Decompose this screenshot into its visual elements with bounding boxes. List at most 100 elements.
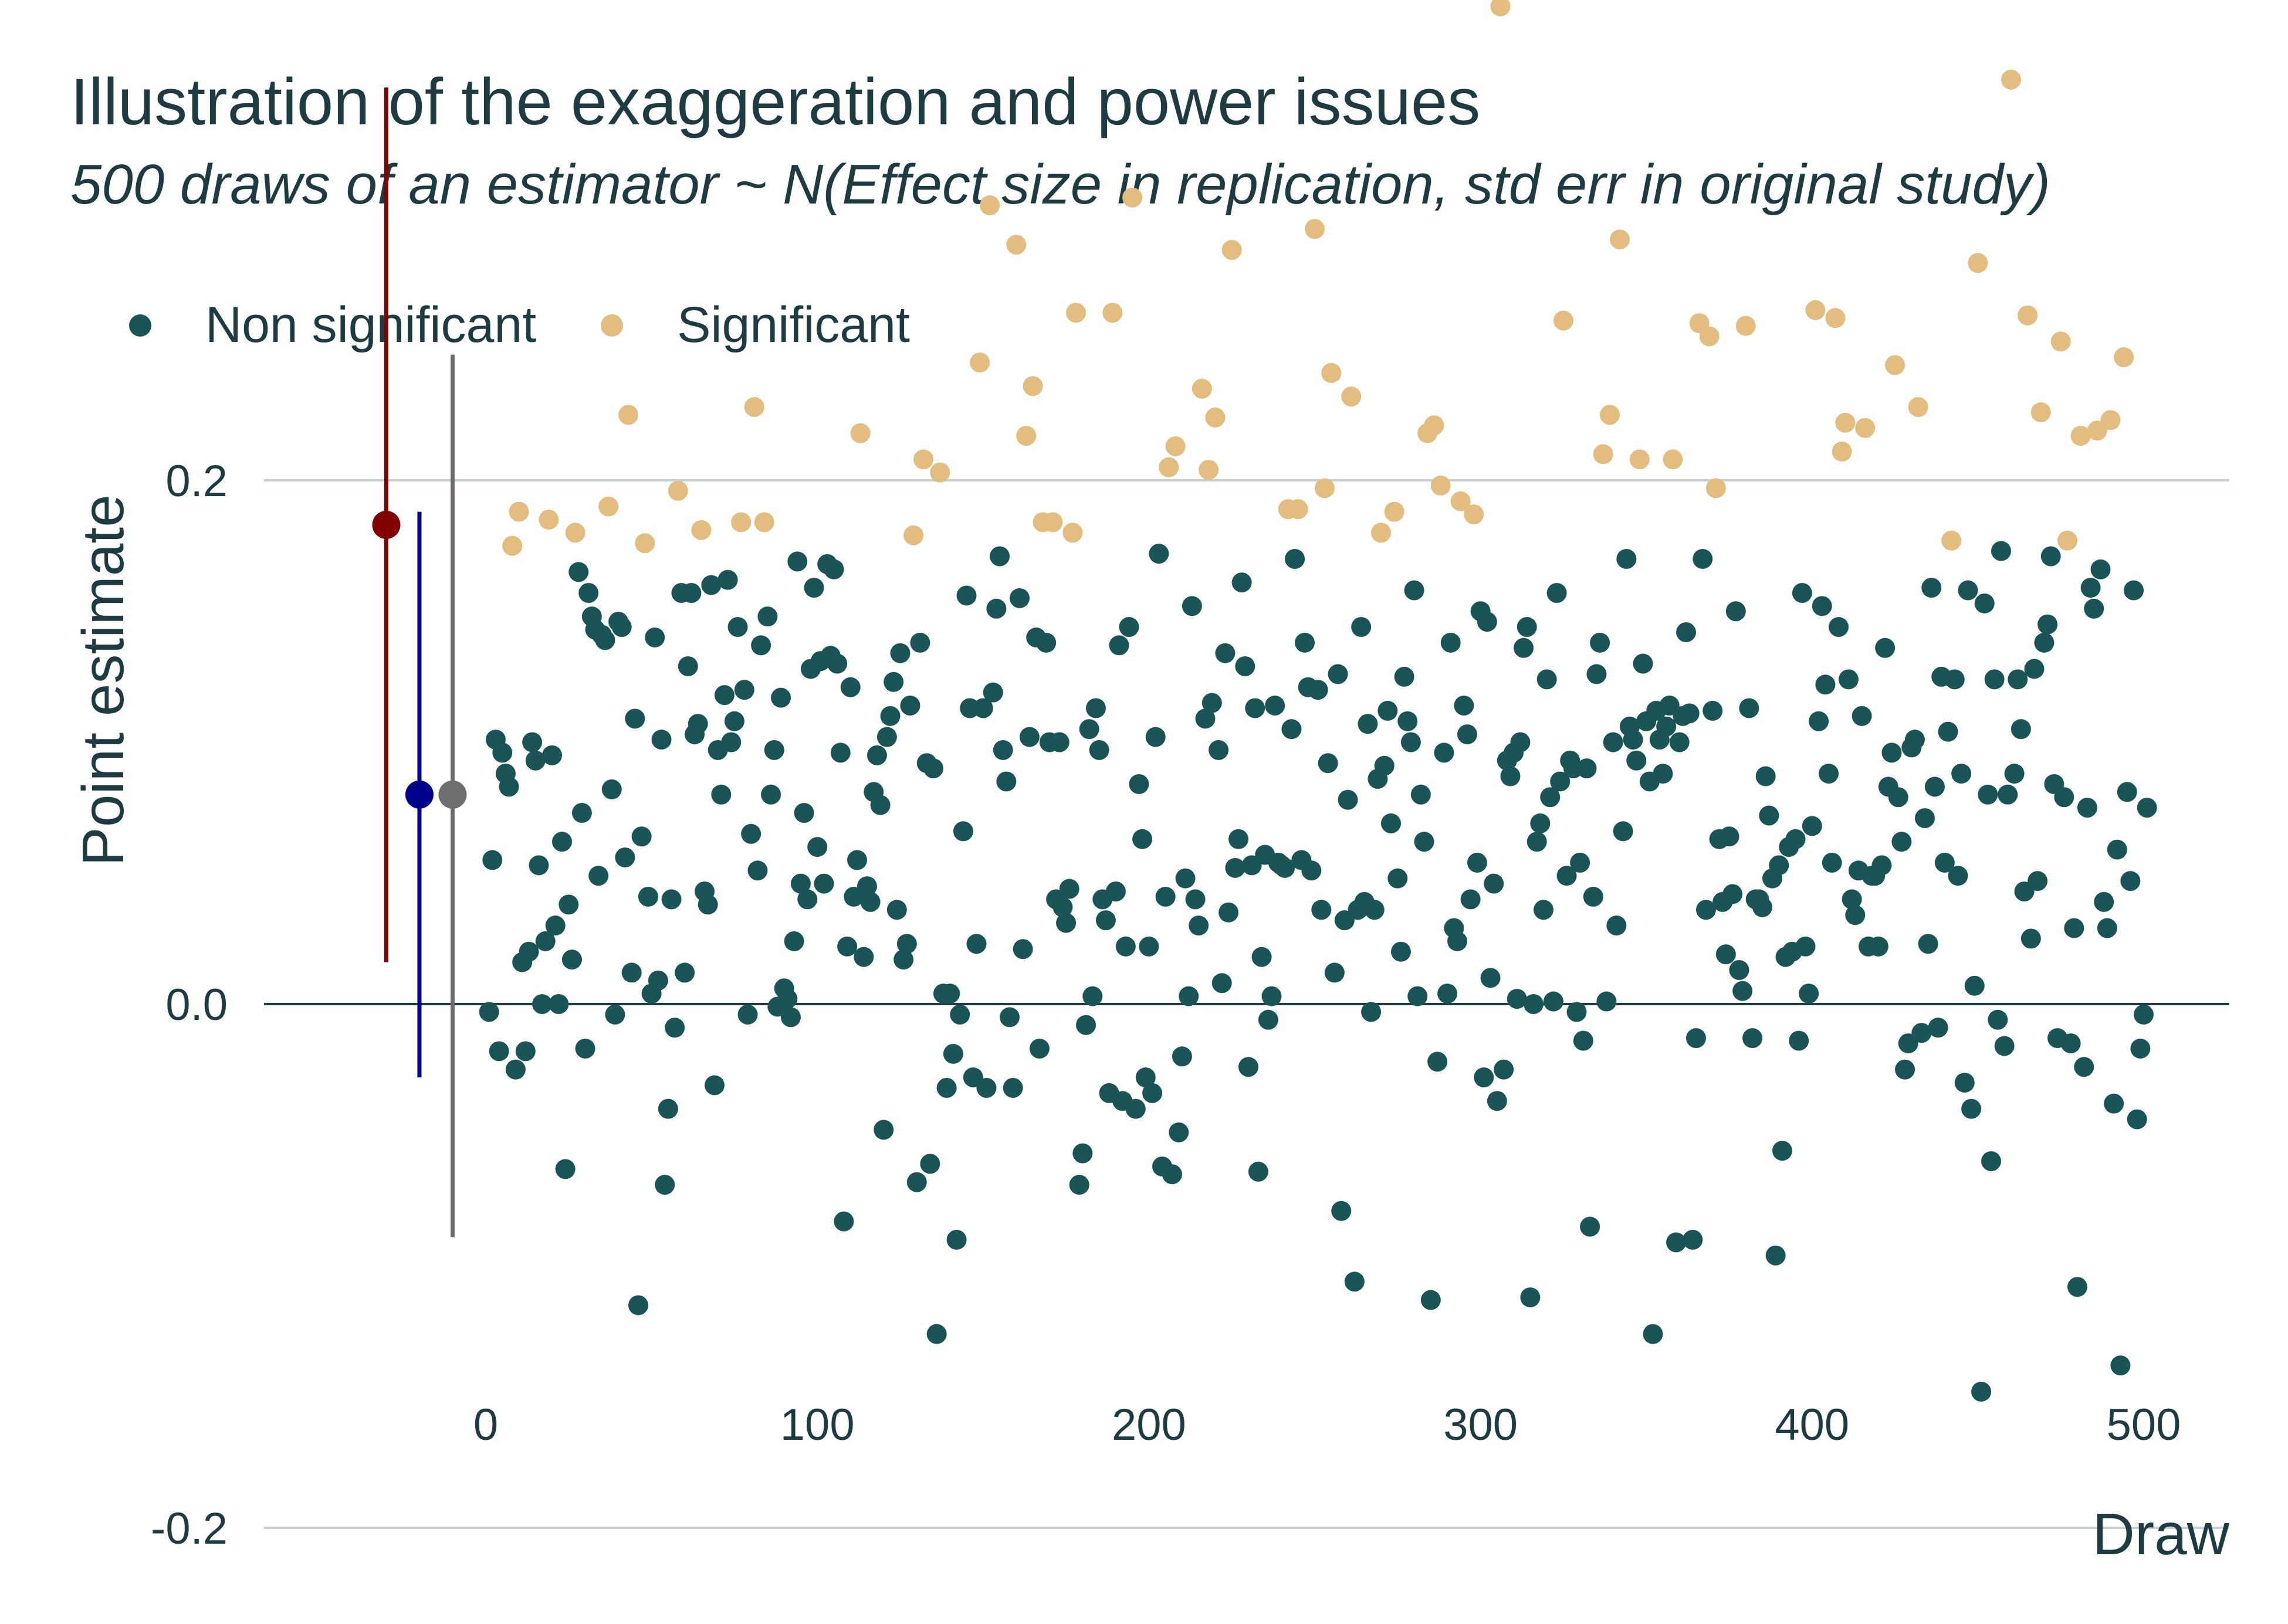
point-non-significant [1842,889,1862,910]
point-significant [1663,449,1683,470]
point-non-significant [645,627,665,647]
point-significant [1855,418,1876,438]
point-non-significant [571,803,592,823]
point-non-significant [625,708,645,729]
point-non-significant [1228,829,1249,849]
point-non-significant [1179,986,1199,1006]
point-significant [2114,347,2134,368]
point-non-significant [678,656,698,677]
point-non-significant [1934,852,1955,873]
point-non-significant [1802,816,1822,836]
point-non-significant [681,582,702,603]
point-non-significant [2124,580,2144,601]
legend-item-non-significant: Non significant [129,296,536,354]
point-significant [1066,303,1087,323]
point-non-significant [751,635,771,656]
point-non-significant [1981,1151,2002,1171]
point-significant [1006,235,1027,255]
x-tick-label: 400 [1775,1400,1849,1450]
point-non-significant [1695,900,1716,920]
point-non-significant [777,989,798,1009]
point-non-significant [2028,871,2048,891]
point-significant [1062,523,1083,543]
point-non-significant [1971,1381,1992,1402]
point-non-significant [1085,698,1106,718]
point-non-significant [1546,582,1567,603]
point-non-significant [854,947,874,967]
point-non-significant [532,994,553,1014]
point-non-significant [956,585,977,606]
point-non-significant [2054,787,2074,808]
point-non-significant [847,850,868,870]
point-non-significant [1082,986,1103,1006]
point-non-significant [1155,886,1176,907]
point-non-significant [1076,1015,1096,1035]
point-non-significant [2137,798,2157,818]
point-non-significant [1003,1077,1023,1098]
point-significant [1288,499,1308,520]
point-non-significant [1211,973,1232,994]
point-non-significant [771,687,791,708]
point-non-significant [1069,1175,1089,1195]
point-significant [635,533,655,554]
point-non-significant [1480,968,1501,988]
point-non-significant [1715,944,1736,965]
point-non-significant [1358,714,1378,734]
point-non-significant [1725,601,1746,622]
point-non-significant [1566,1002,1587,1022]
point-significant [1371,523,1392,543]
point-non-significant [1380,813,1401,833]
point-non-significant [1219,902,1239,923]
point-non-significant [1460,889,1481,910]
point-non-significant [1162,1164,1182,1185]
point-non-significant [1139,936,1159,957]
x-tick-label: 200 [1112,1400,1186,1450]
point-non-significant [1089,740,1109,760]
point-non-significant [1974,593,1995,613]
point-non-significant [1514,638,1534,658]
point-non-significant [1245,698,1265,718]
point-non-significant [492,743,513,763]
point-significant [1699,326,1720,347]
point-non-significant [1172,1046,1192,1067]
point-non-significant [1201,693,1222,713]
point-non-significant [711,784,732,805]
point-non-significant [717,569,738,590]
point-non-significant [1576,758,1597,779]
point-significant [1885,355,1905,375]
point-non-significant [1095,910,1116,931]
point-significant [1705,478,1726,499]
point-non-significant [1809,711,1829,731]
point-non-significant [2040,546,2061,567]
chart-title: Illustration of the exaggeration and pow… [70,65,1481,138]
point-non-significant [549,994,569,1014]
point-non-significant [943,1043,963,1064]
point-non-significant [615,847,635,867]
point-non-significant [1732,981,1753,1001]
point-non-significant [1427,1052,1448,1072]
point-non-significant [2060,1033,2081,1053]
point-non-significant [1308,680,1328,700]
legend-label-significant: Significant [677,297,910,353]
point-non-significant [893,950,914,970]
point-non-significant [1656,716,1677,737]
point-non-significant [1722,884,1743,904]
point-significant [850,423,871,443]
point-non-significant [886,900,907,920]
point-non-significant [1905,730,1925,750]
x-tick-label: 500 [2107,1400,2181,1450]
point-non-significant [698,894,718,915]
point-non-significant [1895,1059,1915,1080]
legend-item-significant: Significant [601,296,910,354]
point-non-significant [2011,719,2031,740]
point-significant [1464,504,1484,525]
point-non-significant [2074,1057,2094,1077]
point-non-significant [2084,598,2104,619]
point-non-significant [1447,931,1468,951]
point-non-significant [1812,596,1832,616]
point-non-significant [996,771,1017,792]
point-non-significant [1944,669,1965,690]
point-significant [731,512,752,533]
point-non-significant [1868,936,1888,957]
point-non-significant [1685,1028,1706,1049]
